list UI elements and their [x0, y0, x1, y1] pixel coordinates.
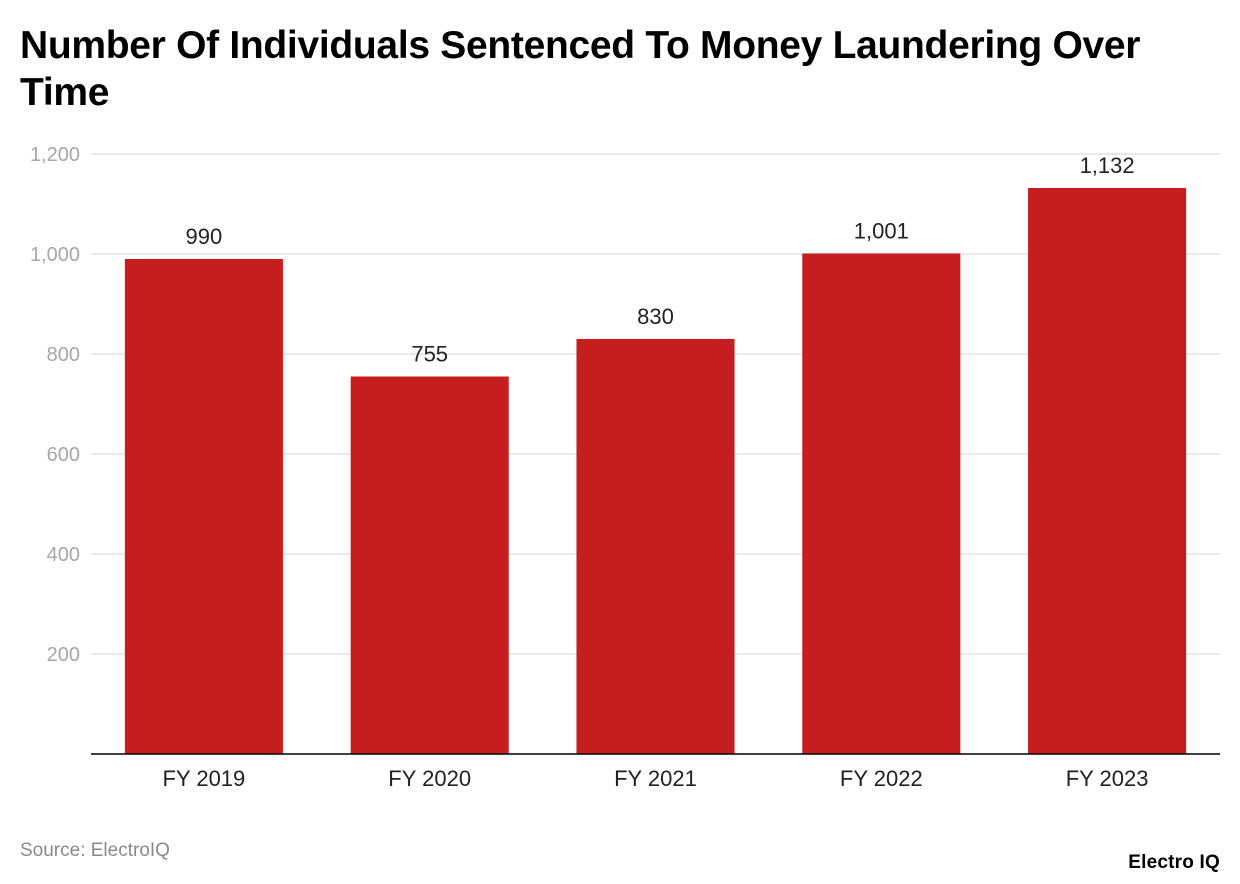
source-note: Source: ElectroIQ [20, 840, 170, 861]
bar-fy-2021 [576, 339, 735, 754]
value-label: 1,132 [1080, 153, 1135, 178]
x-tick-label: FY 2019 [163, 766, 246, 791]
y-tick-label: 800 [47, 344, 80, 366]
y-tick-label: 1,000 [30, 244, 80, 266]
x-tick-label: FY 2023 [1066, 766, 1149, 791]
value-labels: 990 755 830 1,001 1,132 [186, 153, 1135, 367]
x-tick-label: FY 2020 [388, 766, 471, 791]
y-axis-tick-labels: 200 400 600 800 1,000 1,200 [30, 144, 80, 666]
y-tick-label: 1,200 [30, 144, 80, 166]
bar-fy-2023 [1028, 188, 1187, 754]
value-label: 990 [186, 224, 223, 249]
bars [124, 188, 1187, 754]
y-tick-label: 200 [47, 644, 80, 666]
y-tick-label: 600 [47, 444, 80, 466]
brand-logo-text: Electro IQ [1128, 852, 1220, 873]
value-label: 830 [637, 304, 674, 329]
value-label: 755 [411, 342, 448, 367]
bar-fy-2022 [802, 253, 961, 754]
bar-fy-2019 [124, 259, 283, 754]
x-tick-label: FY 2021 [614, 766, 697, 791]
bar-fy-2020 [350, 376, 509, 754]
x-axis-tick-labels: FY 2019 FY 2020 FY 2021 FY 2022 FY 2023 [163, 766, 1149, 791]
y-tick-label: 400 [47, 544, 80, 566]
x-tick-label: FY 2022 [840, 766, 923, 791]
chart-title: Number Of Individuals Sentenced To Money… [20, 24, 1141, 114]
value-label: 1,001 [854, 219, 909, 244]
